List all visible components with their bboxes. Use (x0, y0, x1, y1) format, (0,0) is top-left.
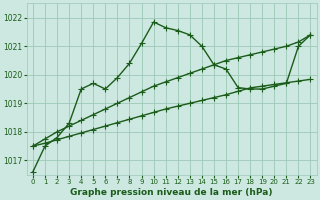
X-axis label: Graphe pression niveau de la mer (hPa): Graphe pression niveau de la mer (hPa) (70, 188, 273, 197)
